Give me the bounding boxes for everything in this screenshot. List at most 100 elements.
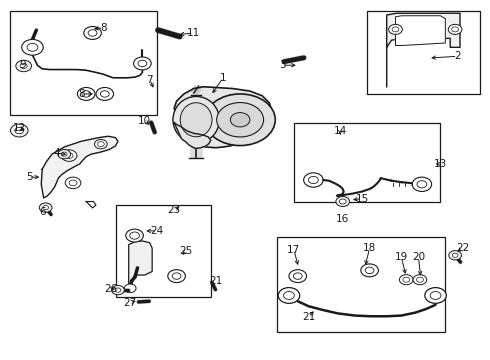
Text: 1: 1 <box>220 73 226 83</box>
Circle shape <box>95 139 107 149</box>
Circle shape <box>217 103 264 137</box>
Circle shape <box>416 277 423 282</box>
Circle shape <box>452 253 458 257</box>
Circle shape <box>124 284 136 293</box>
Polygon shape <box>129 241 152 288</box>
Text: 11: 11 <box>187 28 200 38</box>
Circle shape <box>230 113 250 127</box>
Circle shape <box>448 24 462 35</box>
Text: 8: 8 <box>100 23 107 33</box>
Text: 24: 24 <box>150 226 164 236</box>
Circle shape <box>417 181 427 188</box>
Text: 19: 19 <box>395 252 408 262</box>
Circle shape <box>399 275 413 285</box>
Circle shape <box>278 288 300 303</box>
Circle shape <box>205 94 275 145</box>
Text: 7: 7 <box>147 75 153 85</box>
Polygon shape <box>174 123 211 148</box>
Circle shape <box>88 30 97 36</box>
Circle shape <box>134 57 151 70</box>
Circle shape <box>77 87 95 100</box>
Text: 23: 23 <box>168 206 181 216</box>
Text: 3: 3 <box>279 60 286 70</box>
Circle shape <box>65 153 73 158</box>
Circle shape <box>15 127 23 134</box>
Text: 16: 16 <box>336 215 349 224</box>
Circle shape <box>412 177 432 192</box>
Polygon shape <box>174 87 272 148</box>
Circle shape <box>340 199 346 204</box>
Circle shape <box>96 87 114 100</box>
Circle shape <box>425 288 446 303</box>
Circle shape <box>336 197 349 207</box>
Ellipse shape <box>173 96 220 143</box>
Circle shape <box>309 176 318 184</box>
Circle shape <box>304 173 323 187</box>
Text: 12: 12 <box>13 123 26 133</box>
Circle shape <box>389 24 402 35</box>
Circle shape <box>58 149 71 159</box>
Bar <box>294 123 441 202</box>
Circle shape <box>413 275 427 285</box>
Polygon shape <box>86 202 96 208</box>
Circle shape <box>126 229 144 242</box>
Circle shape <box>168 270 185 283</box>
Circle shape <box>130 232 140 239</box>
Polygon shape <box>387 13 460 87</box>
Circle shape <box>449 251 462 260</box>
Polygon shape <box>41 136 118 198</box>
Text: 21: 21 <box>302 312 315 322</box>
Circle shape <box>65 177 81 189</box>
Text: 15: 15 <box>356 194 369 204</box>
Text: 18: 18 <box>363 243 376 253</box>
Text: 20: 20 <box>412 252 425 262</box>
Circle shape <box>403 277 410 282</box>
Circle shape <box>10 124 28 137</box>
Text: 17: 17 <box>287 245 300 255</box>
Circle shape <box>361 264 378 277</box>
Text: 14: 14 <box>334 126 347 135</box>
Circle shape <box>98 141 104 147</box>
Text: 8: 8 <box>78 89 85 99</box>
Circle shape <box>430 292 441 300</box>
Bar <box>277 237 445 332</box>
Text: 13: 13 <box>434 159 447 169</box>
Circle shape <box>22 40 43 55</box>
Circle shape <box>452 27 459 32</box>
Circle shape <box>84 27 101 40</box>
Circle shape <box>82 91 91 97</box>
Text: 10: 10 <box>138 116 151 126</box>
Text: 21: 21 <box>209 276 222 286</box>
Text: 4: 4 <box>53 148 60 158</box>
Circle shape <box>392 27 399 32</box>
Bar <box>10 12 157 116</box>
Circle shape <box>284 292 294 300</box>
Circle shape <box>16 60 31 72</box>
Circle shape <box>100 91 109 97</box>
Circle shape <box>43 206 49 210</box>
Text: 25: 25 <box>180 246 193 256</box>
Text: 26: 26 <box>104 284 117 294</box>
Ellipse shape <box>180 103 212 137</box>
Text: 6: 6 <box>39 207 46 217</box>
Text: 27: 27 <box>123 298 137 308</box>
Text: 9: 9 <box>20 60 26 70</box>
Circle shape <box>365 267 374 274</box>
Circle shape <box>61 152 67 156</box>
Circle shape <box>61 150 77 161</box>
Circle shape <box>20 63 27 68</box>
Circle shape <box>138 60 147 67</box>
Circle shape <box>172 273 181 279</box>
Circle shape <box>15 127 24 134</box>
Circle shape <box>339 199 346 204</box>
Circle shape <box>294 273 302 279</box>
Circle shape <box>112 285 124 295</box>
Circle shape <box>27 43 38 51</box>
Text: 22: 22 <box>456 243 469 253</box>
Circle shape <box>69 180 77 186</box>
Bar <box>116 205 211 297</box>
Polygon shape <box>395 16 445 45</box>
Circle shape <box>115 288 121 292</box>
Bar <box>367 12 480 94</box>
Text: 5: 5 <box>25 172 32 182</box>
